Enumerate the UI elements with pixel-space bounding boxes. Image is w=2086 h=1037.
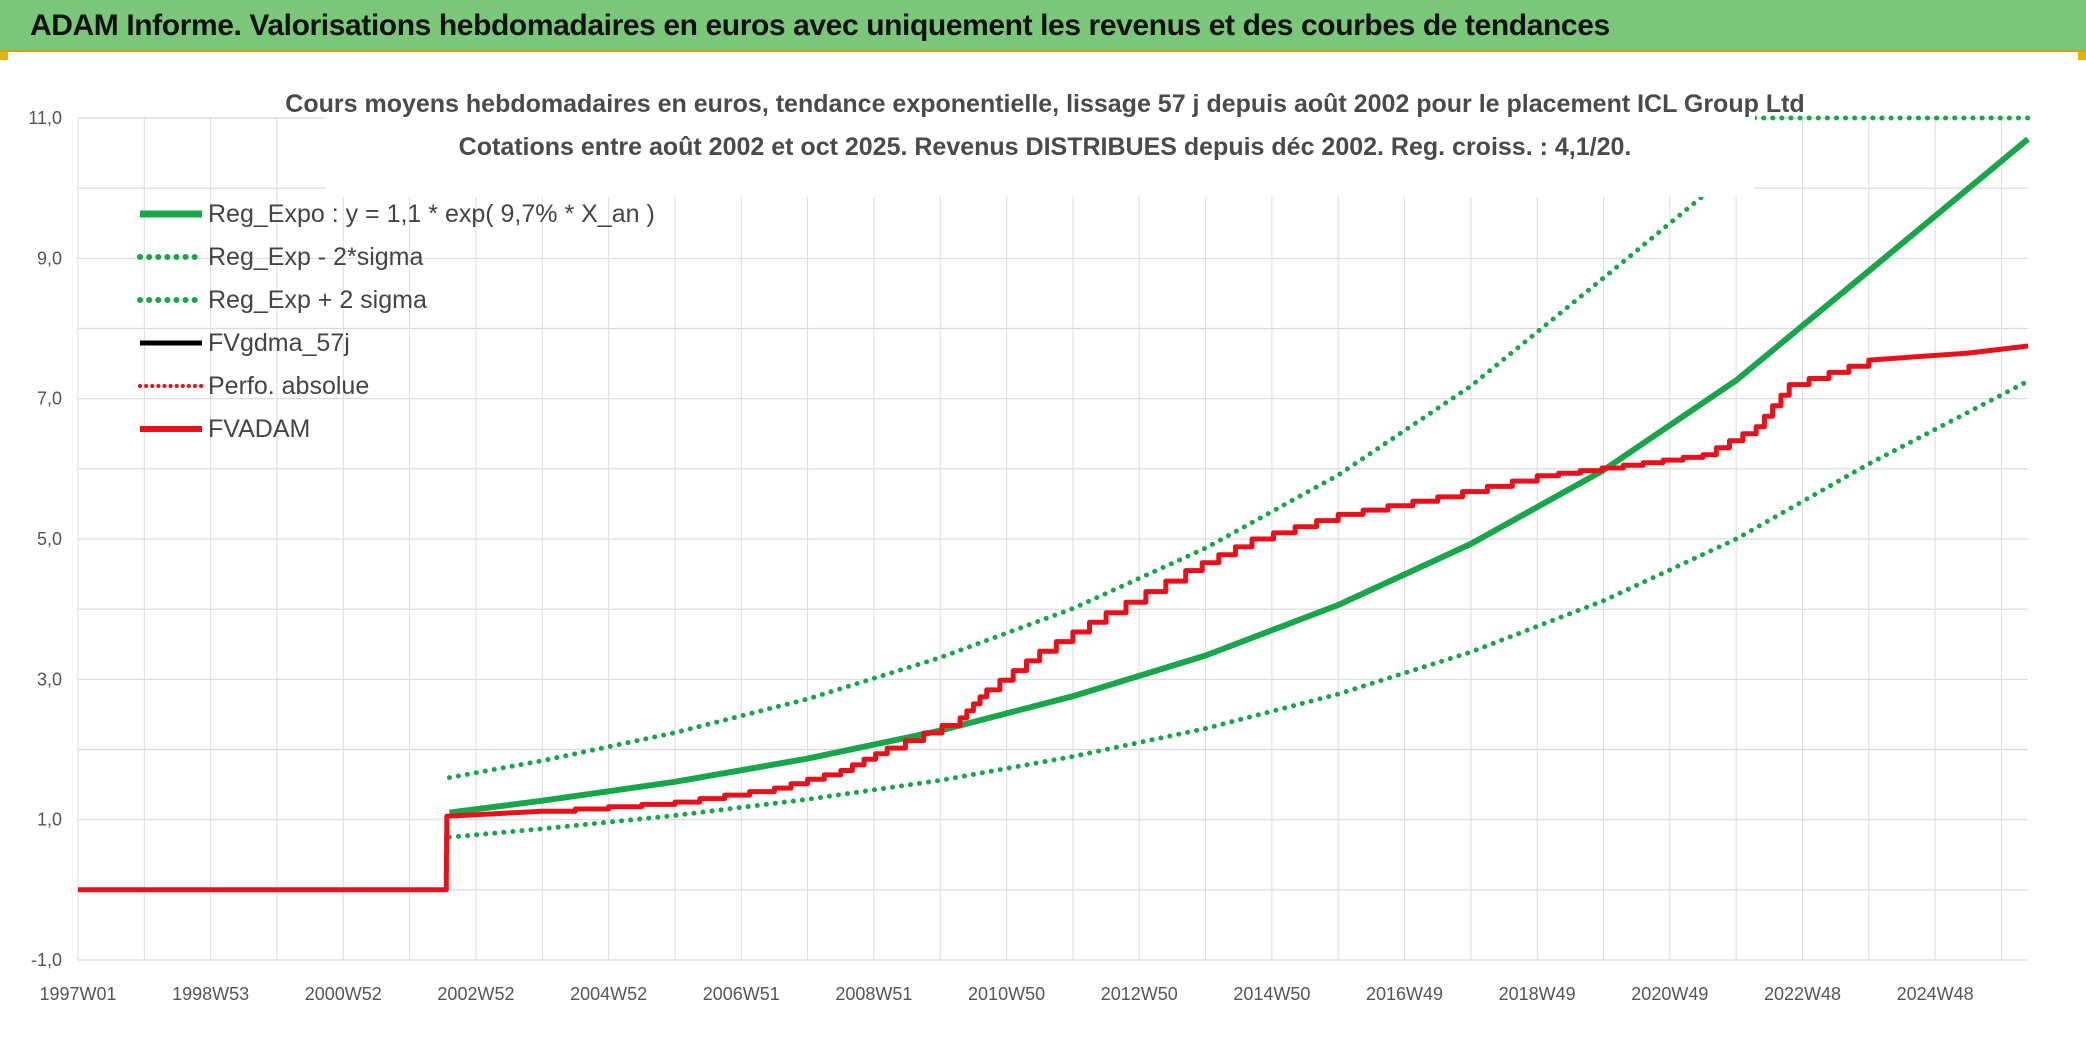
legend-label: FVADAM [208,415,310,443]
x-tick-label: 2006W51 [703,984,780,1004]
legend-label: Reg_Expo : y = 1,1 * exp( 9,7% * X_an ) [208,200,655,228]
legend: Reg_Expo : y = 1,1 * exp( 9,7% * X_an ) R… [137,200,655,443]
y-tick-label: 11,0 [28,108,62,128]
x-tick-label: 2002W52 [437,984,514,1004]
legend-label: FVgdma_57j [208,329,350,357]
corner-marker [0,52,8,60]
x-tick-label: 2020W49 [1631,984,1708,1004]
x-tick-label: 1997W01 [39,984,116,1004]
x-tick-label: 2012W50 [1101,984,1178,1004]
x-axis: 1997W01 1998W53 2000W52 2002W52 2004W52 2006W… [39,984,1973,1004]
series-line-dotted-green [446,115,2031,781]
legend-label: Reg_Exp + 2 sigma [208,286,427,314]
title-background [325,83,1755,197]
y-tick-label: 9,0 [37,248,62,268]
y-tick-label: -1,0 [31,950,62,970]
corner-marker [2078,52,2086,60]
y-tick-label: 5,0 [37,529,62,549]
y-axis: -1,0 1,0 3,0 5,0 7,0 9,0 11,0 [28,108,62,970]
x-tick-label: 2024W48 [1897,984,1974,1004]
series-layer [78,115,2031,893]
series-line-solid-black [449,344,2029,819]
x-tick-label: 2018W49 [1499,984,1576,1004]
x-tick-label: 2000W52 [305,984,382,1004]
legend-label: Perfo. absolue [208,372,369,400]
x-tick-label: 2016W49 [1366,984,1443,1004]
chart-title: Cours moyens hebdomadaires en euros, ten… [285,90,1804,118]
series-line-solid-green [449,136,2030,816]
x-tick-label: 2008W51 [835,984,912,1004]
legend-label: Reg_Exp - 2*sigma [208,243,423,271]
banner-title: ADAM Informe. Valorisations hebdomadaire… [30,9,1610,42]
x-tick-label: 2022W48 [1764,984,1841,1004]
series-line-dotted-red [447,344,2030,818]
y-tick-label: 7,0 [37,389,62,409]
series-line-dotted-green [446,378,2031,840]
x-tick-label: 2004W52 [570,984,647,1004]
chart-area: -1,0 1,0 3,0 5,0 7,0 9,0 11,0 1997W01 1998W53 20… [28,83,2031,1004]
title-banner: ADAM Informe. Valorisations hebdomadaire… [0,0,2086,52]
y-tick-label: 1,0 [37,810,62,830]
y-tick-label: 3,0 [37,669,62,689]
x-tick-label: 2014W50 [1233,984,1310,1004]
x-tick-label: 1998W53 [172,984,249,1004]
series-line-solid-red [78,343,2029,893]
x-tick-label: 2010W50 [968,984,1045,1004]
chart-subtitle: Cotations entre août 2002 et oct 2025. R… [459,133,1632,161]
